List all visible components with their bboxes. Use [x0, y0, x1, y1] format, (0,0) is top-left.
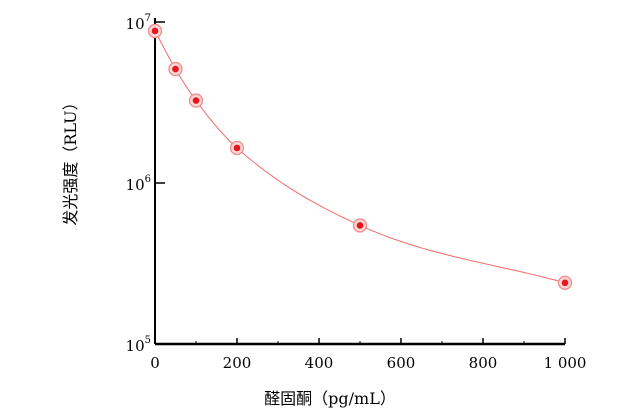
x-tick-label: 200: [223, 354, 252, 372]
fit-curve: [154, 30, 566, 284]
data-point: [561, 279, 569, 287]
x-axis-label: 醛固酮（pg/mL）: [264, 389, 396, 408]
tick-marks: [154, 21, 566, 345]
data-point: [172, 65, 179, 73]
x-tick-label: 1 000: [544, 354, 587, 372]
x-tick-label: 800: [469, 354, 498, 372]
data-point: [151, 27, 159, 35]
tick-labels: 0 200 400 600 800 1 000 105 106 107: [126, 13, 587, 372]
y-tick-label: 106: [126, 174, 151, 194]
y-tick-label: 107: [126, 13, 151, 33]
y-tick-label: 105: [126, 335, 151, 355]
x-tick-label: 400: [305, 354, 334, 372]
axes: [154, 18, 565, 346]
x-tick-label: 600: [387, 354, 416, 372]
data-point: [356, 222, 364, 229]
data-point: [192, 97, 200, 104]
data-points: [147, 23, 573, 290]
x-tick-label: 0: [150, 354, 160, 372]
y-axis-label: 发光强度（RLU）: [61, 94, 80, 225]
data-point: [233, 144, 241, 152]
